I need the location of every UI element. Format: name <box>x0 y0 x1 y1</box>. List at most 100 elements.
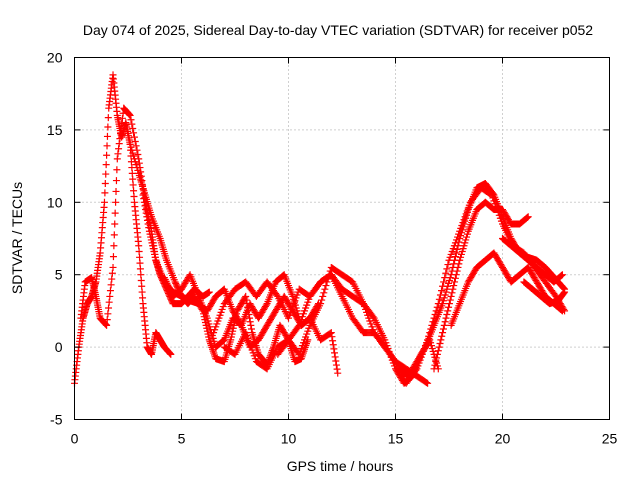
data-point-interp <box>102 161 110 169</box>
data-point-interp <box>444 261 452 269</box>
data-point <box>109 263 117 271</box>
data-point-interp <box>332 361 340 369</box>
data-point-interp <box>104 114 112 122</box>
data-point-interp <box>445 303 453 311</box>
data-point-interp <box>219 337 227 345</box>
data-point-interp <box>103 142 111 150</box>
data-point-interp <box>166 350 174 358</box>
data-point-interp <box>423 379 431 387</box>
data-point-interp <box>319 292 327 300</box>
data-point-interp <box>103 132 111 140</box>
data-point <box>424 379 432 387</box>
x-tick-label: 15 <box>388 431 404 447</box>
data-point-interp <box>557 272 565 280</box>
data-point-interp <box>440 321 448 329</box>
data-point-interp <box>446 296 454 304</box>
data-point-interp <box>247 321 255 329</box>
data-point-interp <box>103 151 111 159</box>
x-tick-label: 0 <box>71 431 79 447</box>
data-marks <box>71 71 569 387</box>
series-sat-i <box>396 179 566 380</box>
data-point-interp <box>438 287 446 295</box>
data-point-interp <box>115 145 123 153</box>
data-point <box>430 365 438 373</box>
data-point-interp <box>273 291 281 299</box>
data-point-interp <box>166 349 174 357</box>
data-point-interp <box>129 124 137 132</box>
data-point <box>558 307 566 315</box>
data-point-interp <box>523 214 531 222</box>
data-point-interp <box>134 151 142 159</box>
data-point-interp <box>118 119 126 127</box>
series-sat-k <box>447 249 566 329</box>
data-point-interp <box>135 159 143 167</box>
x-tick-label: 25 <box>602 431 618 447</box>
data-point-interp <box>445 300 453 308</box>
data-point-interp <box>332 357 340 365</box>
data-point-interp <box>331 349 339 357</box>
data-point-interp <box>326 329 334 337</box>
data-point-interp <box>105 304 113 312</box>
x-tick-label: 5 <box>178 431 186 447</box>
data-point-interp <box>294 323 302 331</box>
y-tick-label: -5 <box>50 412 63 428</box>
y-tick-label: 10 <box>47 194 63 210</box>
data-point-interp <box>449 285 457 293</box>
data-point-interp <box>111 209 119 217</box>
data-point-interp <box>432 358 440 366</box>
data-point-interp <box>106 287 114 295</box>
y-tick-label: 0 <box>55 339 63 355</box>
data-point-interp <box>454 242 462 250</box>
plot-frame <box>74 57 610 420</box>
data-point-interp <box>110 242 118 250</box>
series-sat-j <box>430 198 532 373</box>
data-point-interp <box>142 206 150 214</box>
data-point-interp <box>144 220 152 228</box>
data-point-interp <box>439 325 447 333</box>
data-point-interp <box>322 282 330 290</box>
data-point-interp <box>328 333 336 341</box>
data-point-interp <box>106 292 114 300</box>
data-point-interp <box>443 265 451 273</box>
y-tick-label: 15 <box>47 122 63 138</box>
data-point-interp <box>145 224 153 232</box>
data-point-interp <box>113 166 121 174</box>
data-point-interp <box>455 238 463 246</box>
data-point <box>558 271 566 279</box>
data-point-interp <box>320 289 328 297</box>
axis-ticks: 0 5 10 15 20 25 -5 0 5 10 15 20 <box>47 50 618 447</box>
data-point-interp <box>101 179 109 187</box>
data-point-interp <box>247 325 255 333</box>
data-point-interp <box>242 296 250 304</box>
data-point-interp <box>434 347 442 355</box>
data-point-interp <box>279 271 287 279</box>
data-point-interp <box>432 307 440 315</box>
data-point-interp <box>330 345 338 353</box>
data-point <box>561 288 569 296</box>
data-point-interp <box>103 316 111 324</box>
data-point-interp <box>130 129 138 137</box>
data-point <box>100 198 108 206</box>
data-point-interp <box>117 130 125 138</box>
grid-lines <box>74 57 610 420</box>
data-point-interp <box>453 267 461 275</box>
data-point <box>103 321 111 329</box>
data-point <box>167 350 175 358</box>
series-sat-l <box>499 235 569 293</box>
data-point <box>139 191 147 199</box>
data-point-interp <box>115 140 123 148</box>
data-point-interp <box>112 177 120 185</box>
data-point-interp <box>102 170 110 178</box>
x-tick-label: 10 <box>281 431 297 447</box>
data-point-interp <box>436 339 444 347</box>
data-point-interp <box>143 216 151 224</box>
data-point-interp <box>451 274 459 282</box>
data-point-interp <box>141 202 149 210</box>
data-point-interp <box>108 275 116 283</box>
data-point-interp <box>105 298 113 306</box>
data-point <box>327 329 335 337</box>
data-point-interp <box>108 269 116 277</box>
data-point <box>113 155 121 163</box>
data-point-interp <box>318 296 326 304</box>
